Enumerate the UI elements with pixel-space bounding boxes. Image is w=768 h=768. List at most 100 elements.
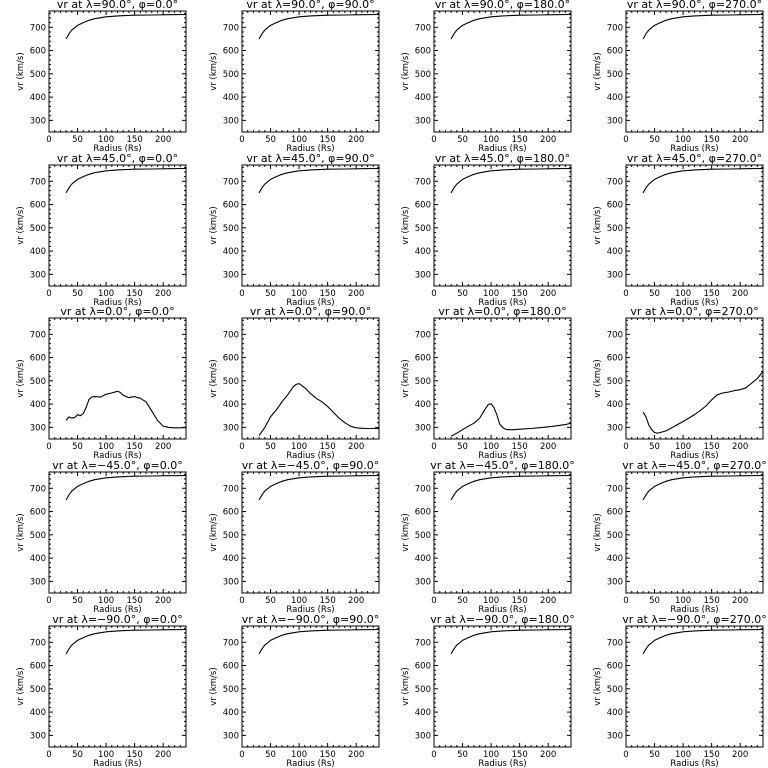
- y-tick-label: 300: [223, 423, 239, 433]
- x-tick-label: 100: [483, 750, 499, 760]
- x-tick-label: 100: [675, 442, 691, 452]
- x-tick-label: 150: [512, 750, 528, 760]
- x-tick-label: 150: [127, 596, 143, 606]
- x-tick-label: 200: [348, 289, 364, 299]
- y-tick-label: 400: [415, 93, 431, 103]
- y-tick-label: 600: [607, 354, 623, 364]
- x-tick-label: 100: [483, 442, 499, 452]
- plot-frame: [625, 164, 764, 287]
- x-tick-label: 50: [457, 750, 468, 760]
- y-tick-label: 500: [415, 531, 431, 541]
- y-tick-label: 600: [223, 47, 239, 57]
- x-tick-label: 100: [483, 135, 499, 145]
- x-tick-label: 200: [540, 596, 556, 606]
- y-tick-label: 400: [607, 93, 623, 103]
- x-tick-label: 0: [46, 596, 51, 606]
- x-tick-label: 150: [320, 289, 336, 299]
- y-tick-label: 500: [415, 224, 431, 234]
- x-tick-label: 0: [623, 596, 628, 606]
- y-tick-label: 400: [223, 400, 239, 410]
- plot-frame: [48, 164, 187, 287]
- panel-title: vr at λ=90.0°, φ=180.0°: [435, 0, 570, 11]
- y-tick-label: 300: [223, 116, 239, 126]
- x-tick-label: 100: [98, 596, 114, 606]
- y-axis-label: vr (km/s): [401, 52, 411, 90]
- x-tick-label: 50: [72, 135, 83, 145]
- x-tick-label: 0: [46, 750, 51, 760]
- x-tick-label: 200: [155, 289, 171, 299]
- x-tick-label: 200: [540, 750, 556, 760]
- series-line: [450, 13, 572, 40]
- x-tick-label: 200: [155, 442, 171, 452]
- y-tick-label: 500: [607, 70, 623, 80]
- y-tick-label: 500: [415, 377, 431, 387]
- plot-frame: [48, 10, 187, 133]
- x-tick-label: 200: [732, 750, 748, 760]
- panel-title: vr at λ=45.0°, φ=90.0°: [246, 152, 374, 165]
- panel: vr at λ=90.0°, φ=90.0° 0 50 100 150 200 300 400…: [209, 0, 380, 154]
- y-tick-label: 300: [30, 423, 46, 433]
- y-tick-label: 400: [607, 400, 623, 410]
- y-axis-label: vr (km/s): [593, 52, 603, 90]
- y-tick-label: 500: [607, 685, 623, 695]
- x-tick-label: 0: [239, 750, 244, 760]
- y-tick-label: 700: [223, 23, 239, 33]
- y-tick-label: 500: [30, 685, 46, 695]
- panel: vr at λ=−45.0°, φ=270.0° 0 50 100 150 200 300 4…: [593, 459, 767, 615]
- x-tick-label: 100: [291, 289, 307, 299]
- y-tick-label: 400: [223, 247, 239, 257]
- panel-title: vr at λ=−90.0°, φ=0.0°: [52, 613, 182, 626]
- y-tick-label: 700: [223, 177, 239, 187]
- y-tick-label: 700: [415, 484, 431, 494]
- x-tick-label: 200: [155, 750, 171, 760]
- y-tick-label: 700: [223, 638, 239, 648]
- x-tick-label: 200: [732, 442, 748, 452]
- x-tick-label: 150: [704, 596, 720, 606]
- x-tick-label: 0: [431, 135, 436, 145]
- series-line: [65, 13, 187, 40]
- y-tick-label: 600: [415, 47, 431, 57]
- series-line: [642, 167, 764, 194]
- y-tick-label: 300: [607, 270, 623, 280]
- x-axis-label: Radius (Rs): [286, 605, 334, 615]
- plot-frame: [625, 625, 764, 748]
- y-tick-label: 400: [30, 554, 46, 564]
- x-axis-label: Radius (Rs): [93, 144, 141, 154]
- panel-title: vr at λ=90.0°, φ=90.0°: [246, 0, 374, 11]
- y-tick-label: 700: [30, 23, 46, 33]
- panel-title: vr at λ=−90.0°, φ=90.0°: [242, 613, 379, 626]
- y-tick-label: 400: [415, 554, 431, 564]
- plot-frame: [625, 317, 764, 440]
- y-tick-label: 500: [415, 70, 431, 80]
- x-axis-label: Radius (Rs): [286, 451, 334, 461]
- x-tick-label: 0: [239, 289, 244, 299]
- x-tick-label: 0: [623, 750, 628, 760]
- x-tick-label: 50: [649, 750, 660, 760]
- panel-title: vr at λ=45.0°, φ=270.0°: [627, 152, 762, 165]
- x-tick-label: 100: [291, 135, 307, 145]
- x-axis-label: Radius (Rs): [478, 298, 526, 308]
- x-tick-label: 200: [540, 135, 556, 145]
- y-tick-label: 500: [607, 377, 623, 387]
- y-axis-label: vr (km/s): [209, 206, 219, 244]
- y-tick-label: 600: [607, 662, 623, 672]
- x-axis-label: Radius (Rs): [93, 759, 141, 768]
- x-tick-label: 100: [675, 135, 691, 145]
- y-axis-label: vr (km/s): [593, 667, 603, 705]
- y-tick-label: 600: [30, 662, 46, 672]
- x-tick-label: 100: [483, 596, 499, 606]
- y-tick-label: 700: [415, 638, 431, 648]
- panel: vr at λ=45.0°, φ=90.0° 0 50 100 150 200 300 400…: [209, 152, 380, 308]
- panel: vr at λ=45.0°, φ=270.0° 0 50 100 150 200 300 40…: [593, 152, 764, 308]
- y-tick-label: 300: [30, 577, 46, 587]
- plot-frame: [433, 317, 572, 440]
- panel-title: vr at λ=−45.0°, φ=270.0°: [622, 459, 766, 472]
- y-tick-label: 500: [30, 531, 46, 541]
- plot-frame: [48, 317, 187, 440]
- x-tick-label: 200: [732, 135, 748, 145]
- x-tick-label: 200: [348, 442, 364, 452]
- y-tick-label: 400: [415, 247, 431, 257]
- x-axis-label: Radius (Rs): [670, 759, 718, 768]
- y-tick-label: 600: [415, 662, 431, 672]
- x-tick-label: 150: [512, 289, 528, 299]
